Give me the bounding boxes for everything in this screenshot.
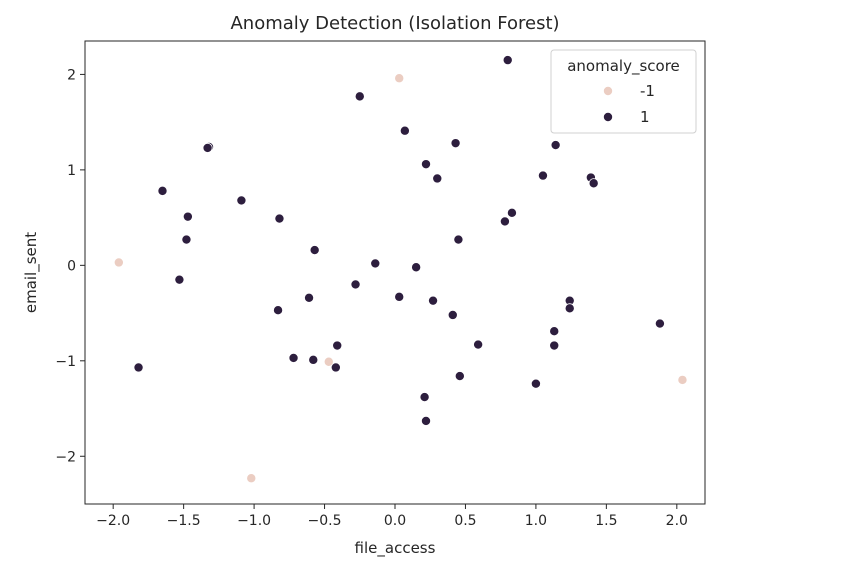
data-point bbox=[428, 295, 439, 306]
y-axis-label: email_sent bbox=[22, 232, 41, 313]
legend-entry: 1 bbox=[603, 108, 650, 126]
chart-title: Anomaly Detection (Isolation Forest) bbox=[230, 13, 559, 34]
data-point bbox=[473, 339, 484, 350]
legend-label: 1 bbox=[640, 108, 650, 126]
x-tick-label: −1.0 bbox=[237, 513, 271, 529]
y-tick-label: 1 bbox=[67, 163, 76, 179]
data-point bbox=[419, 392, 430, 403]
x-axis-label: file_access bbox=[355, 539, 436, 558]
x-tick-label: 0.0 bbox=[384, 513, 406, 529]
data-point bbox=[330, 362, 341, 373]
data-point bbox=[202, 142, 213, 153]
data-point bbox=[506, 207, 517, 218]
data-point bbox=[113, 257, 124, 268]
legend-label: -1 bbox=[640, 82, 655, 100]
data-point bbox=[332, 340, 343, 351]
legend: anomaly_score -1 1 bbox=[550, 49, 697, 134]
data-point bbox=[450, 138, 461, 149]
data-point bbox=[181, 234, 192, 245]
data-point bbox=[274, 213, 285, 224]
data-point bbox=[499, 216, 510, 227]
data-point bbox=[354, 91, 365, 102]
data-point bbox=[432, 173, 443, 184]
legend-marker bbox=[603, 86, 614, 97]
x-tick-label: 2.0 bbox=[666, 513, 688, 529]
data-point bbox=[182, 211, 193, 222]
data-point bbox=[350, 279, 361, 290]
data-point bbox=[411, 262, 422, 273]
data-point bbox=[502, 55, 513, 66]
legend-marker bbox=[603, 112, 614, 123]
x-tick-label: −1.5 bbox=[167, 513, 201, 529]
data-point bbox=[308, 354, 319, 365]
data-point bbox=[304, 292, 315, 303]
y-axis-ticks: 2 1 0 −1 −2 bbox=[55, 67, 85, 465]
y-tick-label: 2 bbox=[67, 67, 76, 83]
data-point bbox=[174, 274, 185, 285]
legend-title: anomaly_score bbox=[567, 57, 680, 76]
data-point bbox=[273, 305, 284, 316]
x-tick-label: −2.0 bbox=[96, 513, 130, 529]
y-tick-label: −1 bbox=[55, 354, 76, 370]
data-point bbox=[549, 340, 560, 351]
data-point bbox=[309, 245, 320, 256]
data-point bbox=[394, 291, 405, 302]
legend-entry: -1 bbox=[603, 82, 655, 100]
data-point bbox=[550, 140, 561, 151]
data-point bbox=[588, 178, 599, 189]
x-tick-label: 1.5 bbox=[595, 513, 617, 529]
data-point bbox=[157, 185, 168, 196]
data-point bbox=[236, 195, 247, 206]
data-point bbox=[447, 309, 458, 320]
x-axis-ticks: −2.0 −1.5 −1.0 −0.5 0.0 0.5 1.0 1.5 2.0 bbox=[96, 504, 688, 529]
data-point bbox=[454, 371, 465, 382]
data-point bbox=[246, 473, 257, 484]
data-point bbox=[420, 159, 431, 170]
data-point bbox=[420, 415, 431, 426]
y-tick-label: −2 bbox=[55, 449, 76, 465]
x-tick-label: 1.0 bbox=[525, 513, 547, 529]
data-points bbox=[113, 55, 688, 484]
data-point bbox=[677, 374, 688, 385]
data-point bbox=[530, 378, 541, 389]
data-point bbox=[323, 356, 334, 367]
data-point bbox=[394, 73, 405, 84]
data-point bbox=[564, 303, 575, 314]
data-point bbox=[370, 258, 381, 269]
x-tick-label: 0.5 bbox=[454, 513, 476, 529]
data-point bbox=[654, 318, 665, 329]
y-tick-label: 0 bbox=[67, 258, 76, 274]
data-point bbox=[133, 362, 144, 373]
data-point bbox=[537, 170, 548, 181]
legend-box bbox=[550, 49, 697, 134]
data-point bbox=[399, 125, 410, 136]
data-point bbox=[288, 352, 299, 363]
data-point bbox=[453, 234, 464, 245]
data-point bbox=[549, 326, 560, 337]
x-tick-label: −0.5 bbox=[308, 513, 342, 529]
